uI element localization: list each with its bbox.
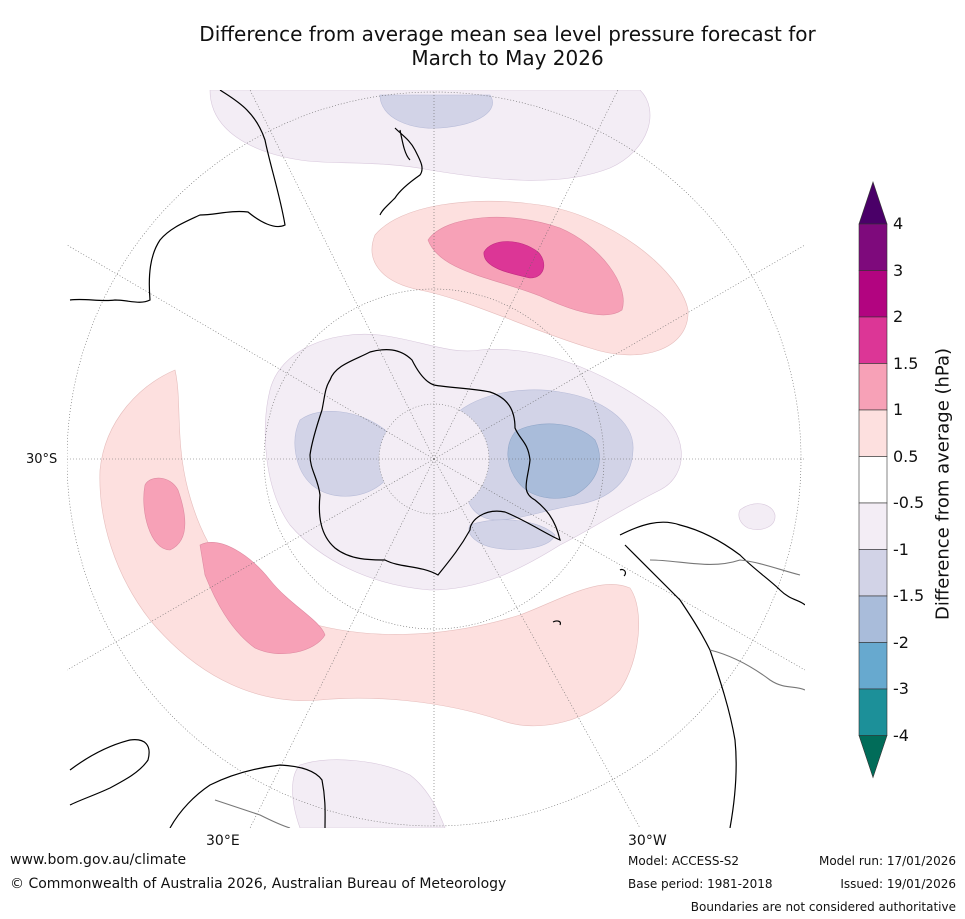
colorbar-bin <box>858 363 888 411</box>
title-line-2: March to May 2026 <box>411 46 604 70</box>
colorbar-tick-label: -2 <box>893 632 909 652</box>
colorbar-tick-label: 1 <box>893 400 904 419</box>
anomaly-region-neg-1-1.5-north <box>379 94 493 129</box>
lon-label-30e: 30°E <box>206 833 240 849</box>
anomaly-region-pos-0.5-1-indian <box>99 369 639 727</box>
colorbar-extend-bottom <box>858 735 888 779</box>
antarctica-coastline <box>309 349 561 576</box>
australia-coastline <box>69 90 286 303</box>
coastlines <box>69 90 805 828</box>
model-run-date: Model run: 17/01/2026 <box>818 854 956 868</box>
colorbar-title: Difference from average (hPa) <box>932 347 954 621</box>
colorbar-bin <box>858 270 888 318</box>
colorbar-extend-top <box>858 181 888 225</box>
model-name: Model: ACCESS-S2 <box>628 854 740 868</box>
africa-coastline <box>169 764 326 828</box>
colorbar-bin <box>858 549 888 597</box>
footer-copyright: © Commonwealth of Australia 2026, Austra… <box>10 876 507 892</box>
lon-label-30w: 30°W <box>628 833 667 849</box>
anomaly-region-pos-1.5-2-pacific <box>483 241 545 279</box>
colorbar-bin <box>858 642 888 690</box>
anomaly-region-neg-1.5-2-east <box>507 423 600 499</box>
colorbar-tick-label: 4 <box>893 214 904 233</box>
madagascar-coastline <box>69 739 150 806</box>
colorbar-tick-label: -0.5 <box>893 493 925 512</box>
colorbar-tick-label: 3 <box>893 260 904 280</box>
anomaly-region-neg-1-1.5-west <box>294 410 396 497</box>
lat-label-30s: 30°S <box>26 452 58 467</box>
chart-title: Difference from average mean sea level p… <box>100 22 915 70</box>
colorbar-tick-label: 1.5 <box>893 353 919 373</box>
colorbar-bin <box>858 409 888 457</box>
borders <box>214 559 805 828</box>
colorbar-tick-label: -4 <box>893 725 909 745</box>
footer-url[interactable]: www.bom.gov.au/climate <box>10 852 187 868</box>
colorbar-tick-label: 0.5 <box>893 446 919 466</box>
base-period: Base period: 1981-2018 <box>628 877 773 891</box>
anomaly-region-pos-1-1.5-indian-west <box>143 477 186 551</box>
colorbar-bin <box>858 456 888 504</box>
colorbar-tick-label: -3 <box>893 679 909 698</box>
title-line-1: Difference from average mean sea level p… <box>199 22 816 46</box>
south-america-coastline <box>619 521 805 828</box>
colorbar-bin <box>858 223 888 271</box>
colorbar-tick-label: -1.5 <box>893 586 925 605</box>
colorbar-bin <box>858 502 888 550</box>
colorbar-tick-label: 2 <box>893 307 904 326</box>
anomaly-region-neg-0.5-1-north <box>209 90 651 181</box>
boundaries-disclaimer: Boundaries are not considered authoritat… <box>690 900 956 914</box>
colorbar-bin <box>858 595 888 643</box>
new-zealand-coastline <box>379 127 423 216</box>
anomaly-region-neg-0.5-1-southatlantic <box>738 503 776 530</box>
anomaly-region-pos-1-1.5-indian-east <box>199 542 326 654</box>
colorbar-tick-label: -1 <box>893 539 909 559</box>
colorbar-bin <box>858 688 888 736</box>
graticule <box>67 90 805 828</box>
colorbar-bin <box>858 316 888 364</box>
southern-atlantic-islands <box>552 568 627 626</box>
anomaly-region-neg-1-1.5-south <box>468 519 556 550</box>
issued-date: Issued: 19/01/2026 <box>840 877 956 891</box>
